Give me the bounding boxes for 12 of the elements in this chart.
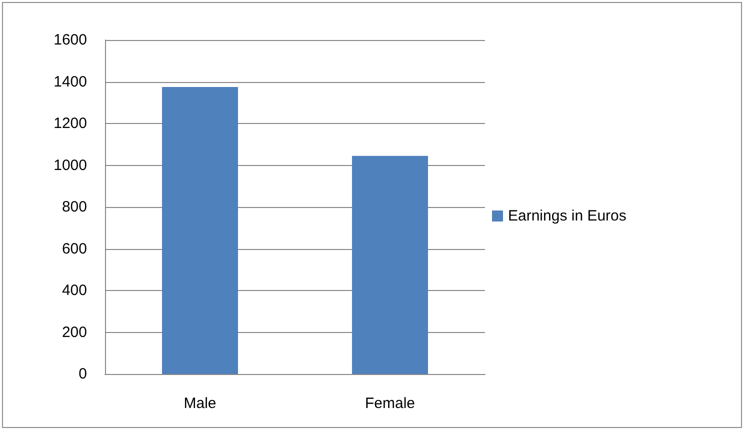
y-tick-label: 400 bbox=[62, 282, 87, 299]
y-tick-label: 1000 bbox=[54, 156, 87, 174]
y-tick-label: 1400 bbox=[54, 73, 87, 90]
y-tick-label: 1200 bbox=[54, 115, 87, 132]
legend-label: Earnings in Euros bbox=[508, 208, 626, 224]
y-tick-label: 200 bbox=[62, 324, 87, 341]
x-tick-label: Female bbox=[364, 395, 416, 412]
y-tick-label: 1600 bbox=[54, 32, 87, 48]
y-tick-label: 800 bbox=[62, 198, 87, 216]
y-tick-label: 600 bbox=[62, 240, 87, 258]
x-tick-label: Male bbox=[184, 395, 216, 412]
y-tick-label: 0 bbox=[78, 366, 87, 382]
